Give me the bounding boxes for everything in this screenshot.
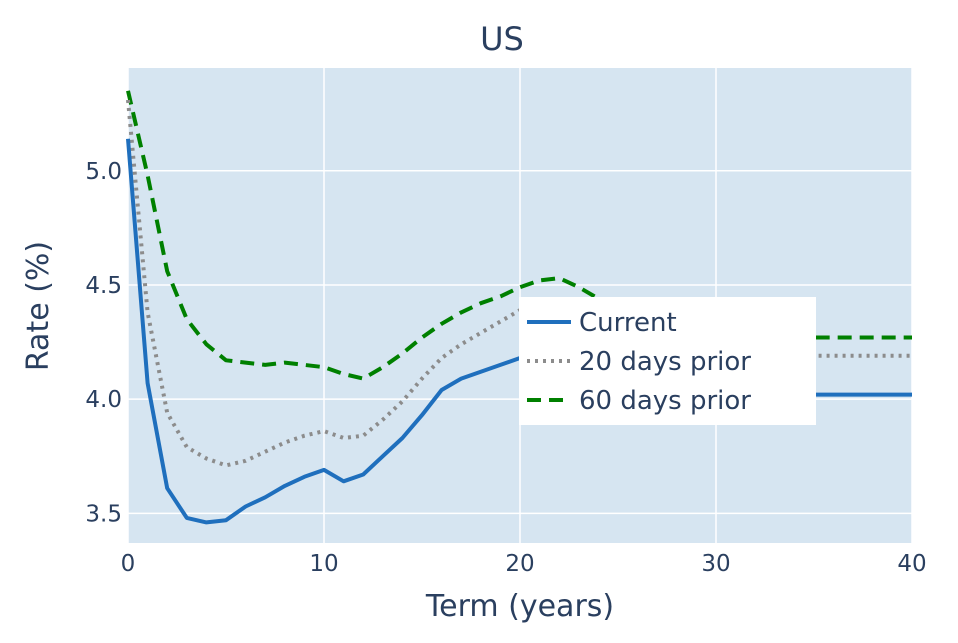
series-line	[126, 138, 912, 525]
x-tick-label: 0	[121, 551, 136, 577]
legend-label: 60 days prior	[579, 386, 751, 416]
y-axis-title: Rate (%)	[21, 241, 56, 371]
legend-label: Current	[579, 308, 677, 338]
x-tick-label: 20	[505, 551, 534, 577]
y-tick-label: 3.5	[85, 501, 122, 527]
y-tick-label: 4.0	[85, 387, 122, 413]
series-line	[126, 90, 912, 381]
axis-ticks: 0 10 20 30 40 3.5 4.0 4.5 5.0	[85, 159, 926, 577]
x-tick-label: 10	[309, 551, 338, 577]
series-line	[126, 99, 912, 468]
legend-label: 20 days prior	[579, 347, 751, 377]
x-tick-label: 30	[701, 551, 730, 577]
x-tick-label: 40	[897, 551, 926, 577]
y-tick-label: 4.5	[85, 273, 122, 299]
x-axis-title: Term (years)	[425, 589, 614, 624]
chart-title: US	[480, 20, 524, 58]
series-lines	[126, 90, 912, 525]
legend: Current 20 days prior 60 days prior	[519, 297, 816, 425]
y-tick-label: 5.0	[85, 159, 122, 185]
